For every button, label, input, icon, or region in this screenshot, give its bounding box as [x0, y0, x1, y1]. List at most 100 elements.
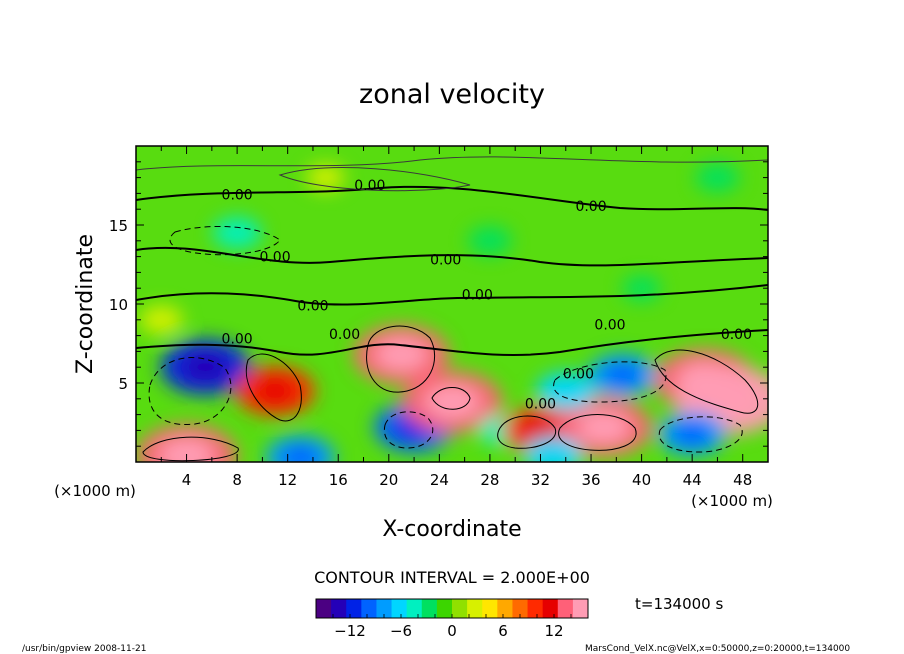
- y-axis-ticks: 5 10 15: [109, 161, 768, 447]
- y-tick-label: 10: [109, 296, 128, 314]
- colorbar-tick-label: −6: [390, 622, 412, 640]
- contour-label: 0.00: [563, 366, 594, 382]
- footer-left: /usr/bin/gpview 2008-11-21: [22, 644, 146, 654]
- colorbar-swatch: [557, 599, 574, 618]
- time-label: t=134000 s: [635, 595, 723, 613]
- heatmap-cell: [306, 164, 345, 191]
- negative-contour: [658, 416, 743, 453]
- x-tick-label: 16: [329, 471, 348, 489]
- colorbar-tick-label: 0: [447, 622, 457, 640]
- negative-contour: [553, 361, 667, 403]
- y-tick-label: 5: [118, 375, 128, 393]
- positive-contour: [497, 415, 557, 449]
- heatmap-cell: [468, 226, 512, 256]
- colorbar-ticks: −12 −6 0 6 12: [334, 622, 563, 640]
- contour-label: 0.00: [721, 327, 752, 343]
- heatmap-cell: [622, 275, 661, 302]
- x-tick-label: 28: [480, 471, 499, 489]
- colorbar-tick-label: −12: [334, 622, 366, 640]
- contour-interval-text: CONTOUR INTERVAL = 2.000E+00: [314, 568, 590, 587]
- colorbar-swatch: [572, 599, 589, 618]
- positive-contour: [245, 353, 302, 422]
- contour-labels: 0.000.000.000.00 0.000.000.000.000.00 0.00…: [222, 178, 752, 412]
- chart-title: zonal velocity: [359, 79, 545, 110]
- heatmap-cell: [603, 363, 642, 388]
- x-tick-label: 40: [632, 471, 651, 489]
- colorbar-tick-label: 6: [498, 622, 508, 640]
- positive-contour: [558, 414, 637, 451]
- contour-label: 0.00: [430, 253, 461, 269]
- x-unit-right: (×1000 m): [691, 492, 773, 510]
- colorbar-swatch: [376, 599, 393, 618]
- heatmap-cell: [695, 163, 740, 193]
- x-tick-label: 4: [182, 471, 192, 489]
- heatmap-cell: [375, 338, 428, 371]
- negative-contour: [169, 225, 281, 256]
- contour-label: 0.00: [525, 396, 556, 412]
- heatmap-cell: [424, 384, 480, 420]
- negative-contour: [148, 357, 232, 426]
- heatmap-cell: [536, 371, 596, 410]
- y-axis-label: Z-coordinate: [73, 234, 98, 374]
- colorbar-swatch: [361, 599, 377, 618]
- colorbar-swatch: [497, 599, 513, 618]
- positive-contour: [142, 436, 239, 462]
- colorbar-tick-label: 12: [544, 622, 563, 640]
- y-tick-label: 15: [109, 217, 128, 235]
- zero-contour: [136, 246, 768, 267]
- x-axis-ticks: 4 8 12 16 20 24 28 32 36 40 44 48: [160, 146, 769, 489]
- contour-label: 0.00: [222, 332, 253, 348]
- x-axis-label: X-coordinate: [382, 517, 521, 542]
- positive-contour: [278, 167, 471, 192]
- positive-contour: [431, 387, 471, 410]
- colorbar-swatch: [512, 599, 529, 618]
- contour-label: 0.00: [354, 178, 385, 194]
- contour-label: 0.00: [329, 327, 360, 343]
- heatmap-cell: [139, 305, 184, 335]
- heatmap-cell: [673, 421, 712, 446]
- x-tick-label: 44: [683, 471, 702, 489]
- heatmap-cell: [577, 411, 630, 444]
- heatmap-cell: [281, 445, 320, 462]
- zero-contour: [136, 284, 768, 306]
- x-tick-label: 24: [430, 471, 449, 489]
- contour-label: 0.00: [222, 188, 253, 204]
- contour-label: 0.00: [594, 317, 625, 333]
- colorbar-swatch: [436, 599, 453, 618]
- colorbar-swatch: [391, 599, 408, 618]
- colorbar-swatch: [542, 599, 559, 618]
- x-tick-label: 48: [733, 471, 752, 489]
- x-tick-label: 36: [581, 471, 600, 489]
- colorbar-swatch: [527, 599, 544, 618]
- heatmap-cell: [523, 436, 583, 462]
- positive-contour: [654, 349, 759, 414]
- heatmap-cell: [699, 381, 761, 420]
- colorbar-swatch: [331, 599, 347, 618]
- plot-area: 0.000.000.000.00 0.000.000.000.000.00 0.00…: [109, 145, 769, 489]
- colorbar-swatch: [467, 599, 483, 618]
- heatmap-cell: [253, 377, 298, 405]
- zero-contour: [136, 185, 768, 211]
- x-tick-label: 20: [379, 471, 398, 489]
- contour-label: 0.00: [297, 298, 328, 314]
- colorbar-swatch: [316, 599, 332, 618]
- positive-contour: [366, 325, 435, 393]
- x-tick-label: 12: [278, 471, 297, 489]
- contour-label: 0.00: [259, 249, 290, 265]
- colorbar-swatch: [452, 599, 468, 618]
- footer-right: MarsCond_VelX.nc@VelX,x=0:50000,z=0:2000…: [585, 644, 850, 654]
- heatmap-cell: [180, 351, 231, 383]
- colorbar-swatch: [482, 599, 498, 618]
- colorbar-swatch: [421, 599, 438, 618]
- heatmap-cell: [212, 216, 262, 249]
- colorbar-swatch: [346, 599, 362, 618]
- contour-lines: [136, 156, 768, 462]
- colorbar-swatch: [406, 599, 423, 618]
- x-tick-label: 32: [531, 471, 550, 489]
- heatmap-cell: [158, 438, 215, 462]
- positive-contour: [136, 156, 768, 171]
- negative-contour: [383, 411, 434, 449]
- x-unit-left: (×1000 m): [54, 482, 136, 500]
- contour-label: 0.00: [575, 199, 606, 215]
